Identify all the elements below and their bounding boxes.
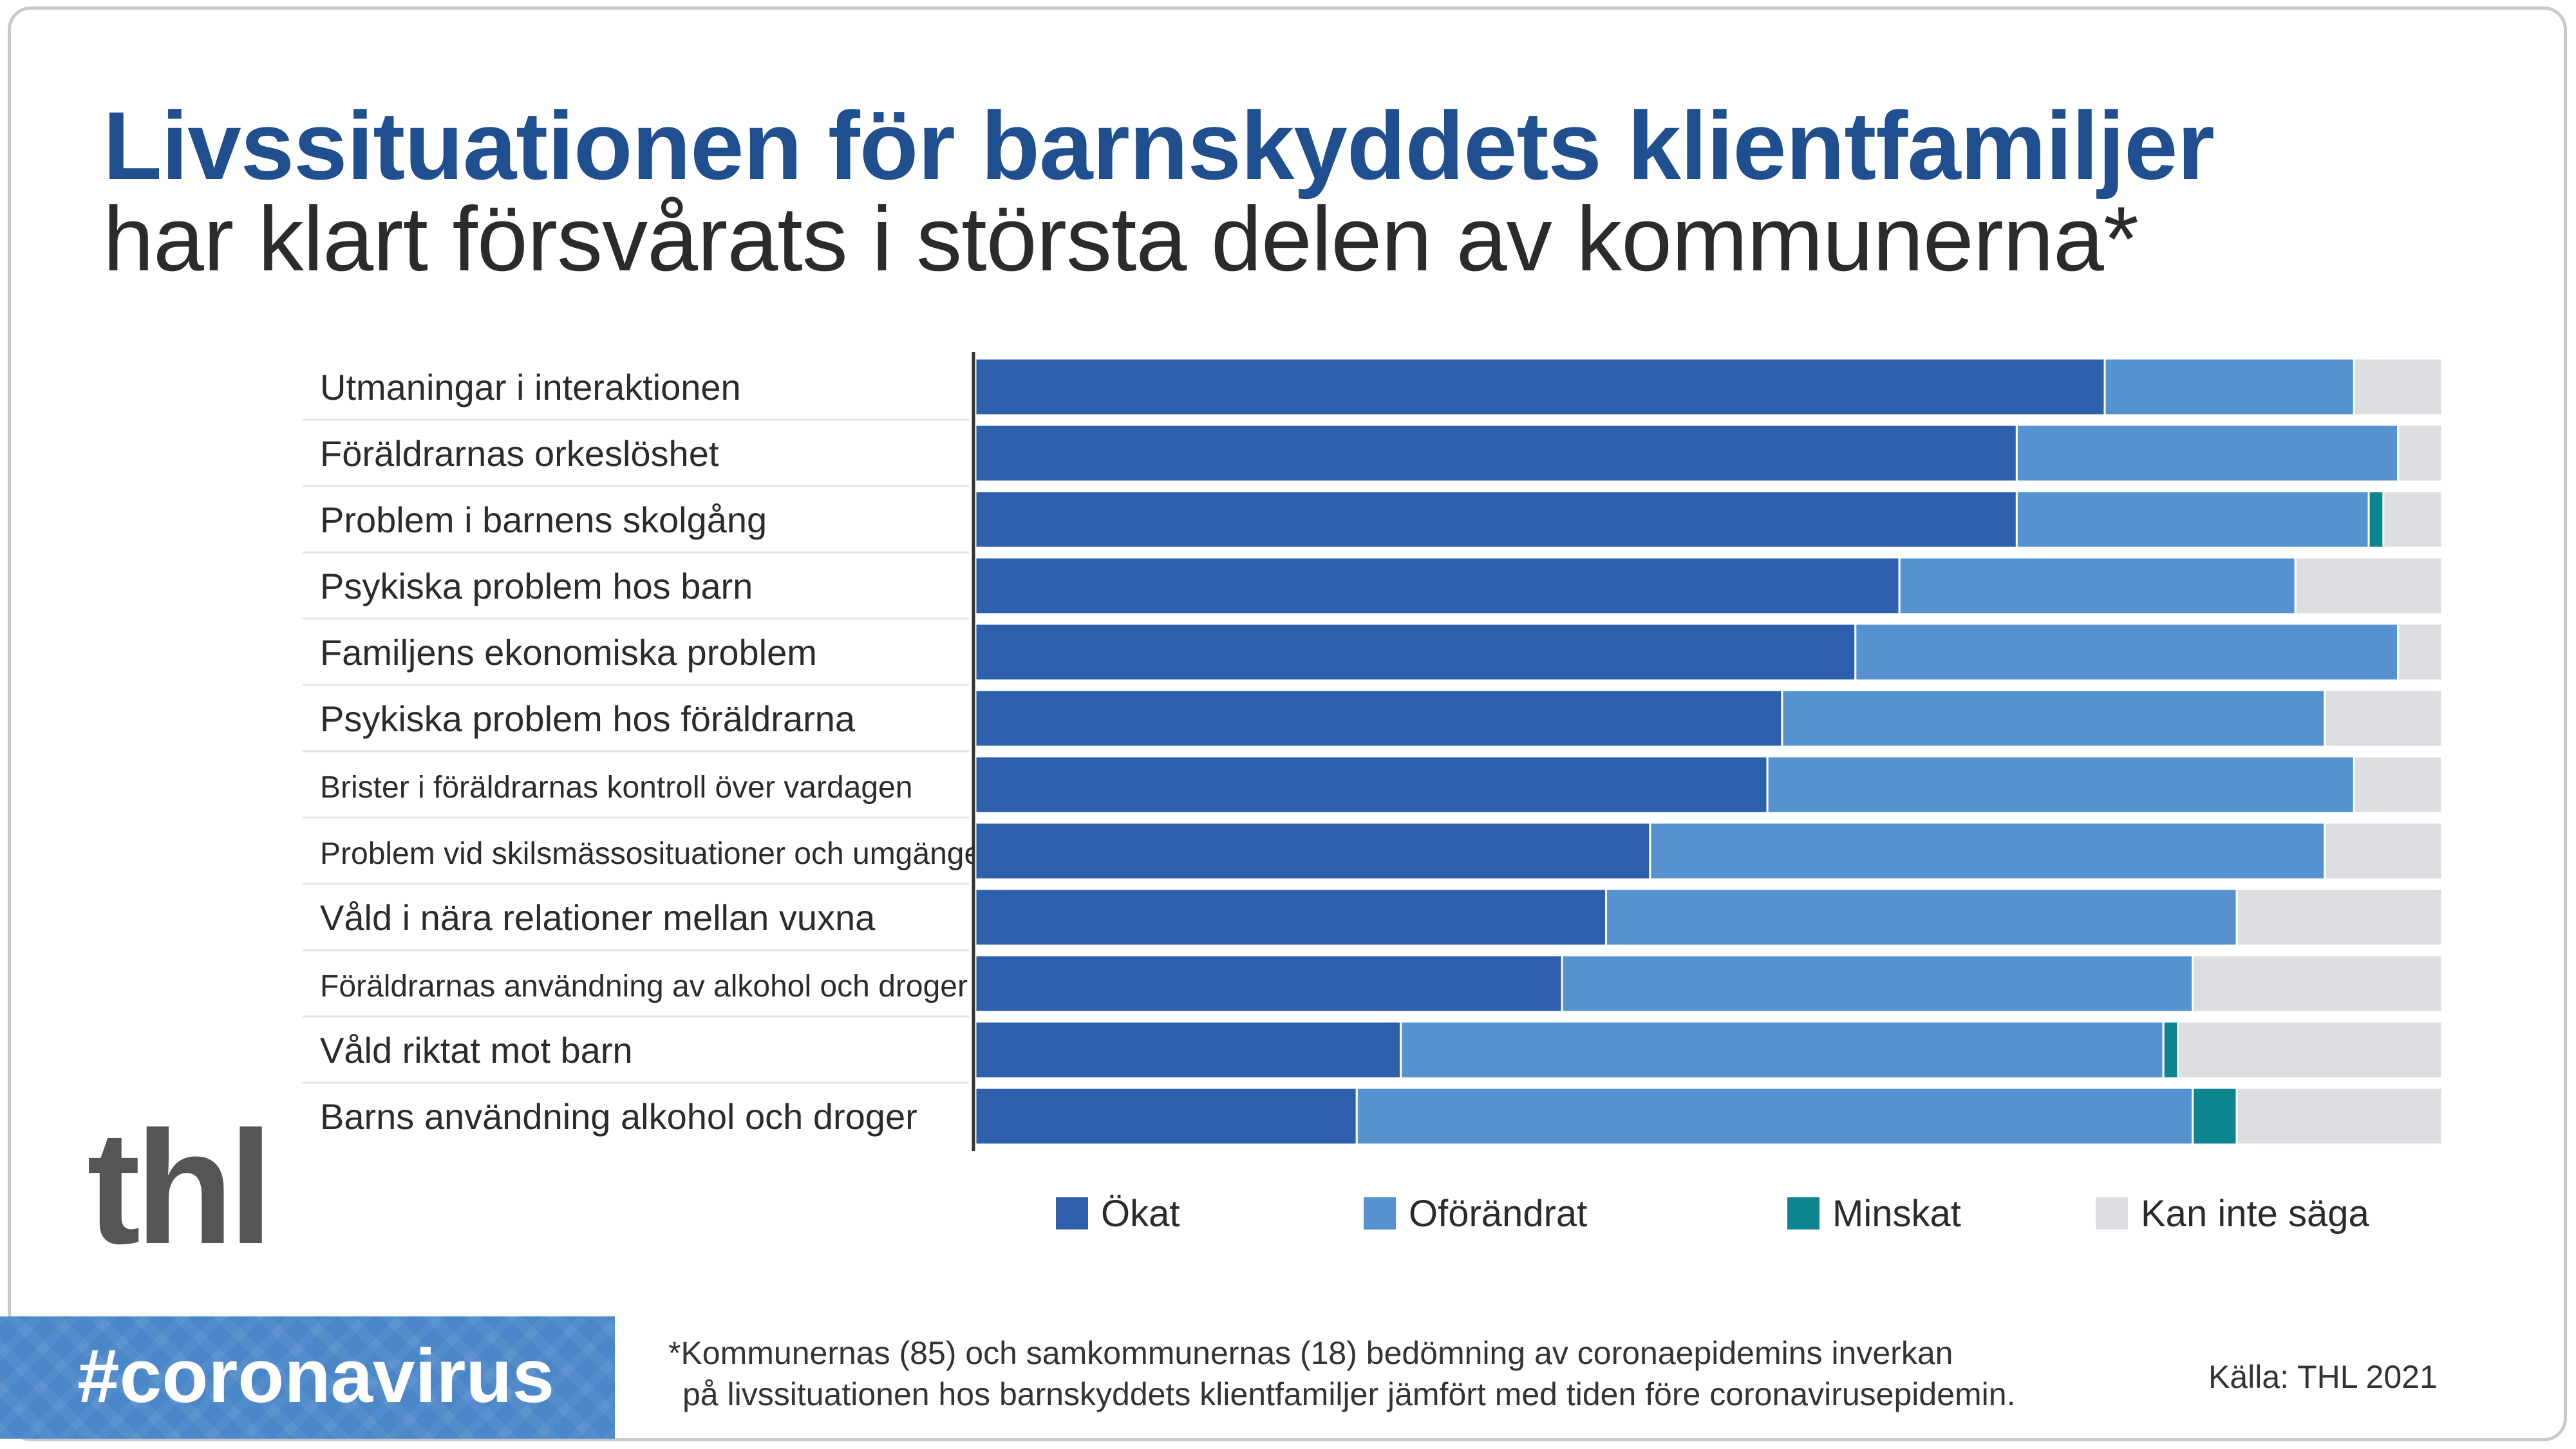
bar-3-1 — [2397, 424, 2443, 483]
legend-label-0: Ökat — [1101, 1193, 1180, 1235]
bar-0-11 — [974, 1087, 1358, 1146]
bar-1-7 — [1649, 821, 2326, 881]
category-label-7: Problem vid skilsmässosituationer och um… — [320, 837, 981, 871]
category-label-0: Utmaningar i interaktionen — [320, 367, 741, 407]
chart-subtitle: har klart försvårats i största delen av … — [103, 188, 2139, 290]
footnote-line-2: på livssituationen hos barnskyddets klie… — [682, 1376, 2016, 1412]
category-label-4: Familjens ekonomiska problem — [320, 632, 817, 673]
bar-3-6 — [2353, 755, 2443, 814]
bar-1-0 — [2103, 357, 2355, 416]
category-label-10: Våld riktat mot barn — [320, 1030, 633, 1070]
bar-0-8 — [974, 888, 1608, 947]
bar-3-3 — [2294, 556, 2443, 615]
bar-1-10 — [1400, 1020, 2165, 1080]
legend-label-2: Minskat — [1832, 1193, 1961, 1235]
bar-3-10 — [2177, 1020, 2443, 1080]
bar-0-9 — [974, 954, 1563, 1013]
bar-1-9 — [1561, 954, 2194, 1013]
category-label-9: Föräldrarnas användning av alkohol och d… — [320, 969, 968, 1004]
bar-0-4 — [974, 622, 1857, 682]
bar-1-1 — [2015, 424, 2400, 483]
bar-1-6 — [1766, 755, 2355, 814]
hashtag-label: #coronavirus — [77, 1334, 555, 1419]
source-label: Källa: THL 2021 — [2208, 1359, 2438, 1395]
legend-swatch-0 — [1056, 1197, 1088, 1229]
bar-3-2 — [2382, 490, 2443, 549]
bar-1-8 — [1605, 888, 2238, 947]
bar-0-5 — [974, 689, 1783, 748]
bar-0-0 — [974, 357, 2106, 416]
footnote-line-1: *Kommunernas (85) och samkommunernas (18… — [668, 1335, 1953, 1371]
hashtag-banner — [0, 1316, 615, 1439]
category-label-11: Barns användning alkohol och droger — [320, 1096, 917, 1137]
bar-0-6 — [974, 755, 1769, 814]
legend-label-3: Kan inte säga — [2141, 1193, 2369, 1235]
category-label-6: Brister i föräldrarnas kontroll över var… — [320, 771, 912, 805]
bar-1-4 — [1854, 622, 2400, 682]
bar-0-3 — [974, 556, 1901, 615]
bar-3-8 — [2235, 888, 2443, 947]
bar-3-0 — [2353, 357, 2443, 416]
footnote: *Kommunernas (85) och samkommunernas (18… — [668, 1332, 2149, 1415]
bar-2-2 — [2367, 490, 2385, 549]
bar-0-1 — [974, 424, 2018, 483]
bar-0-10 — [974, 1020, 1402, 1080]
legend-swatch-3 — [2096, 1197, 2128, 1229]
category-label-3: Psykiska problem hos barn — [320, 566, 753, 606]
bar-0-7 — [974, 821, 1651, 881]
bar-0-2 — [974, 490, 2018, 549]
bar-3-7 — [2324, 821, 2443, 881]
bar-2-10 — [2162, 1020, 2179, 1080]
bar-3-5 — [2324, 689, 2443, 748]
category-label-2: Problem i barnens skolgång — [320, 500, 767, 540]
bar-1-2 — [2015, 490, 2370, 549]
category-label-5: Psykiska problem hos föräldrarna — [320, 698, 856, 739]
legend-label-1: Oförändrat — [1409, 1193, 1587, 1235]
chart-title: Livssituationen för barnskyddets klientf… — [103, 91, 2215, 200]
category-label-8: Våld i nära relationer mellan vuxna — [320, 897, 876, 938]
bar-2-11 — [2192, 1087, 2238, 1146]
legend-swatch-1 — [1364, 1197, 1396, 1229]
legend-swatch-2 — [1787, 1197, 1819, 1229]
bar-1-11 — [1355, 1087, 2194, 1146]
bar-3-11 — [2235, 1087, 2443, 1146]
bar-3-4 — [2397, 622, 2443, 682]
category-label-1: Föräldrarnas orkeslöshet — [320, 433, 719, 474]
bar-3-9 — [2192, 954, 2443, 1013]
bar-1-3 — [1898, 556, 2297, 615]
stacked-bar-chart: Utmaningar i interaktionen Föräldrarnas o… — [303, 352, 2443, 1235]
thl-logo: thl — [87, 1098, 273, 1277]
bar-1-5 — [1781, 689, 2326, 748]
